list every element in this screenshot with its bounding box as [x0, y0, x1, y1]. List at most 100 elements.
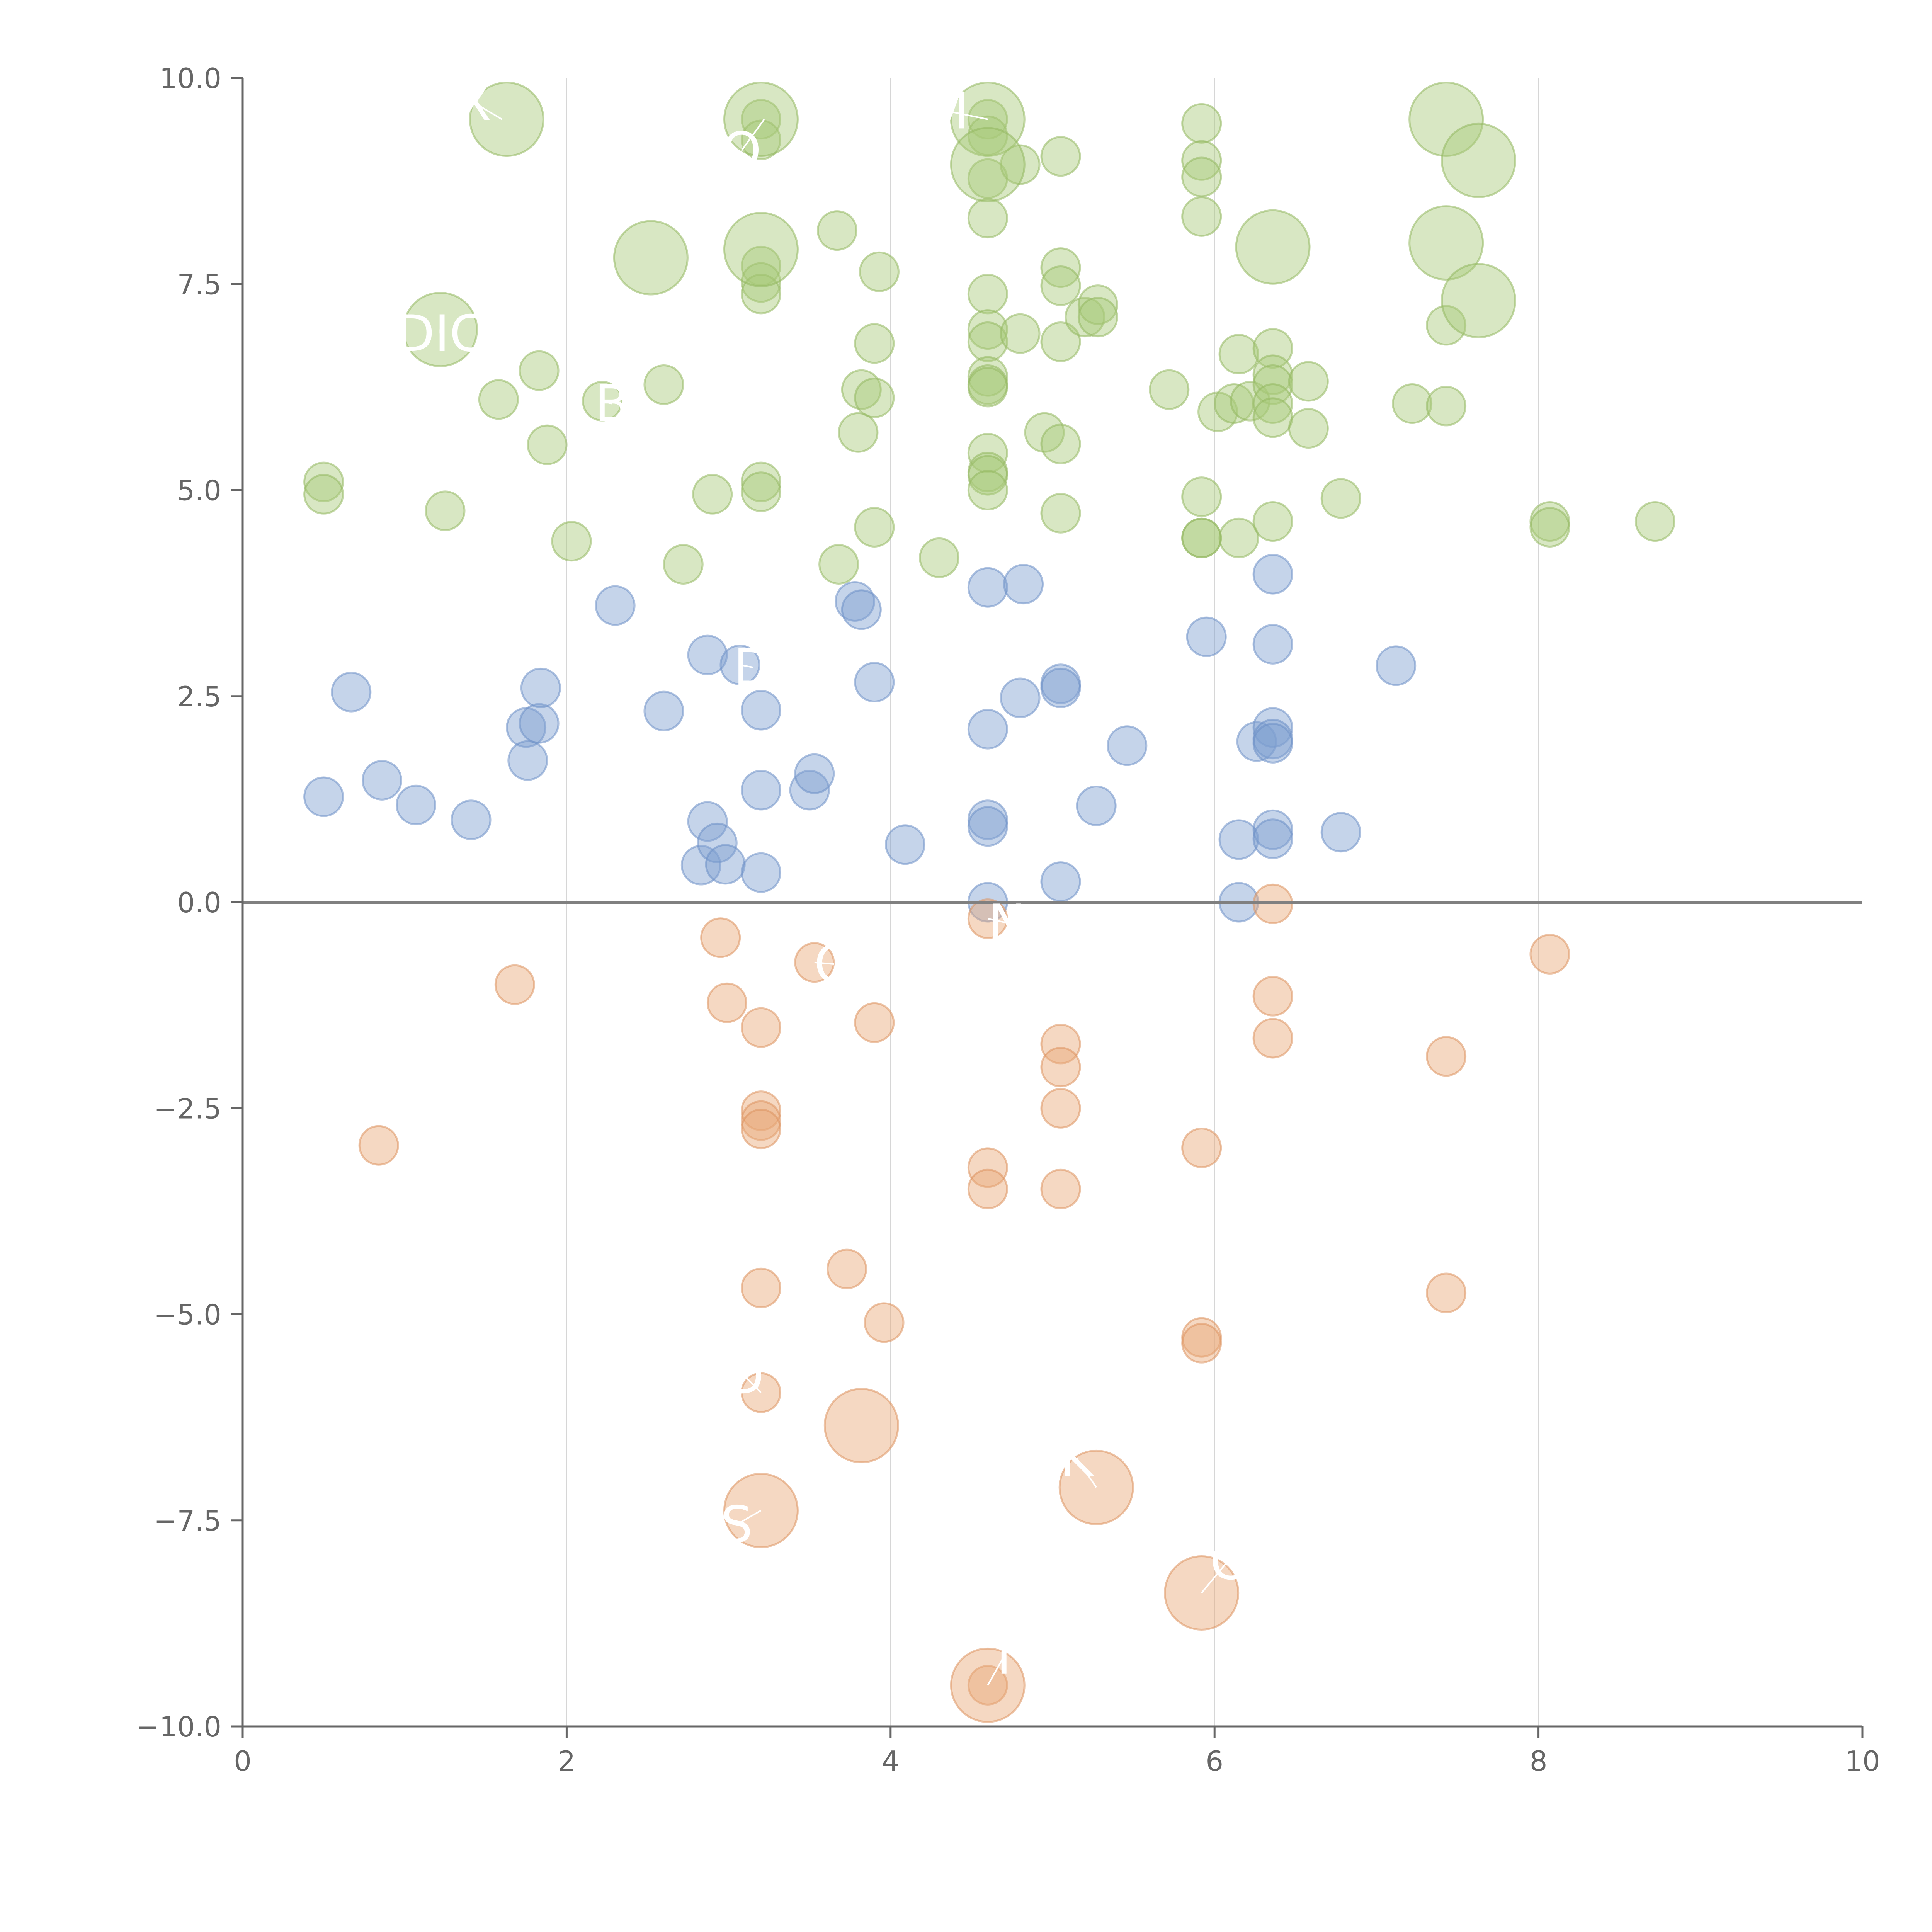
data-point [1076, 785, 1117, 826]
data-point [919, 537, 960, 578]
callout-label: C [1210, 1532, 1245, 1591]
data-point [1181, 196, 1222, 237]
callout-leader [602, 400, 612, 405]
data-point [362, 760, 403, 801]
data-point [692, 474, 733, 515]
data-point [967, 321, 1008, 362]
data-point [1181, 1323, 1222, 1364]
data-point [838, 412, 879, 453]
data-point [687, 634, 728, 675]
data-point [740, 99, 781, 140]
data-point [1634, 501, 1675, 542]
data-point-large [1408, 205, 1484, 281]
data-point [1252, 624, 1293, 665]
data-point [1000, 144, 1041, 185]
data-point [358, 1125, 399, 1166]
data-point [740, 1109, 781, 1150]
data-point [643, 690, 684, 731]
callout-label: M [925, 82, 969, 140]
data-point-large [1440, 122, 1516, 198]
data-point [1252, 707, 1293, 748]
callout-leader [987, 1656, 1005, 1686]
data-point [854, 378, 895, 418]
data-point [1529, 507, 1570, 548]
data-point [1181, 476, 1222, 517]
y-tick-label: −5.0 [154, 1299, 221, 1331]
data-point [1426, 386, 1467, 427]
data-point [1288, 408, 1329, 449]
callout-label: D [733, 638, 772, 697]
data-point [1181, 517, 1222, 558]
data-point [1040, 1088, 1081, 1129]
data-point [1218, 819, 1259, 860]
data-point [595, 585, 636, 626]
callout-leader [744, 1376, 762, 1393]
data-point [1252, 723, 1293, 764]
data-point [967, 470, 1008, 510]
y-tick-label: 2.5 [177, 680, 221, 713]
data-point [1040, 423, 1081, 464]
data-point [1252, 818, 1293, 859]
callout-label: O [814, 935, 854, 993]
data-point [1320, 812, 1361, 853]
data-point [1040, 1047, 1081, 1088]
data-point-large [1235, 209, 1311, 285]
data-point [519, 350, 560, 391]
data-point [740, 461, 781, 502]
data-point [1077, 297, 1118, 338]
data-point-large [1408, 82, 1484, 157]
y-tick-label: −10.0 [136, 1711, 221, 1743]
data-point [1186, 616, 1227, 657]
data-point [818, 544, 859, 585]
data-point [967, 567, 1008, 608]
data-point [697, 822, 738, 863]
data-point [794, 753, 835, 794]
data-point [451, 799, 492, 840]
y-tick-label: 10.0 [160, 62, 221, 95]
data-point [1040, 247, 1081, 288]
data-point [1077, 284, 1118, 325]
data-point-large [723, 212, 799, 287]
data-point [1252, 554, 1293, 595]
x-tick-label: 0 [234, 1745, 252, 1777]
x-tick-label: 4 [882, 1745, 900, 1777]
data-point [1040, 136, 1081, 177]
data-point [854, 507, 895, 548]
data-point [1181, 156, 1222, 197]
data-point [740, 1007, 781, 1048]
data-point [705, 844, 746, 885]
data-point [1040, 321, 1081, 362]
data-point [841, 589, 882, 630]
data-point [740, 690, 781, 731]
callout-label: S [721, 1495, 753, 1554]
callout-leader [1201, 1561, 1228, 1594]
data-point [967, 274, 1008, 315]
data-point [864, 1302, 905, 1343]
data-point [1040, 265, 1081, 306]
data-point [520, 667, 561, 708]
data-point [740, 1267, 781, 1308]
data-point [1040, 667, 1081, 708]
data-point [859, 251, 900, 292]
data-point [1320, 478, 1361, 519]
data-point [478, 379, 519, 420]
x-tick-label: 6 [1206, 1745, 1223, 1777]
data-point [1040, 493, 1081, 534]
data-point [740, 471, 781, 512]
data-point [835, 581, 876, 622]
data-point [1230, 381, 1270, 422]
data-point [700, 917, 741, 958]
data-point [687, 801, 728, 842]
data-point [1252, 397, 1293, 438]
x-tick-label: 8 [1530, 1745, 1548, 1777]
data-point [967, 367, 1008, 408]
data-point [1000, 313, 1041, 354]
data-point [740, 770, 781, 811]
data-point [331, 672, 372, 713]
data-point [740, 852, 781, 893]
data-point-large [723, 82, 799, 157]
data-point [1181, 1128, 1222, 1168]
data-point [1252, 809, 1293, 850]
data-point [841, 369, 882, 410]
